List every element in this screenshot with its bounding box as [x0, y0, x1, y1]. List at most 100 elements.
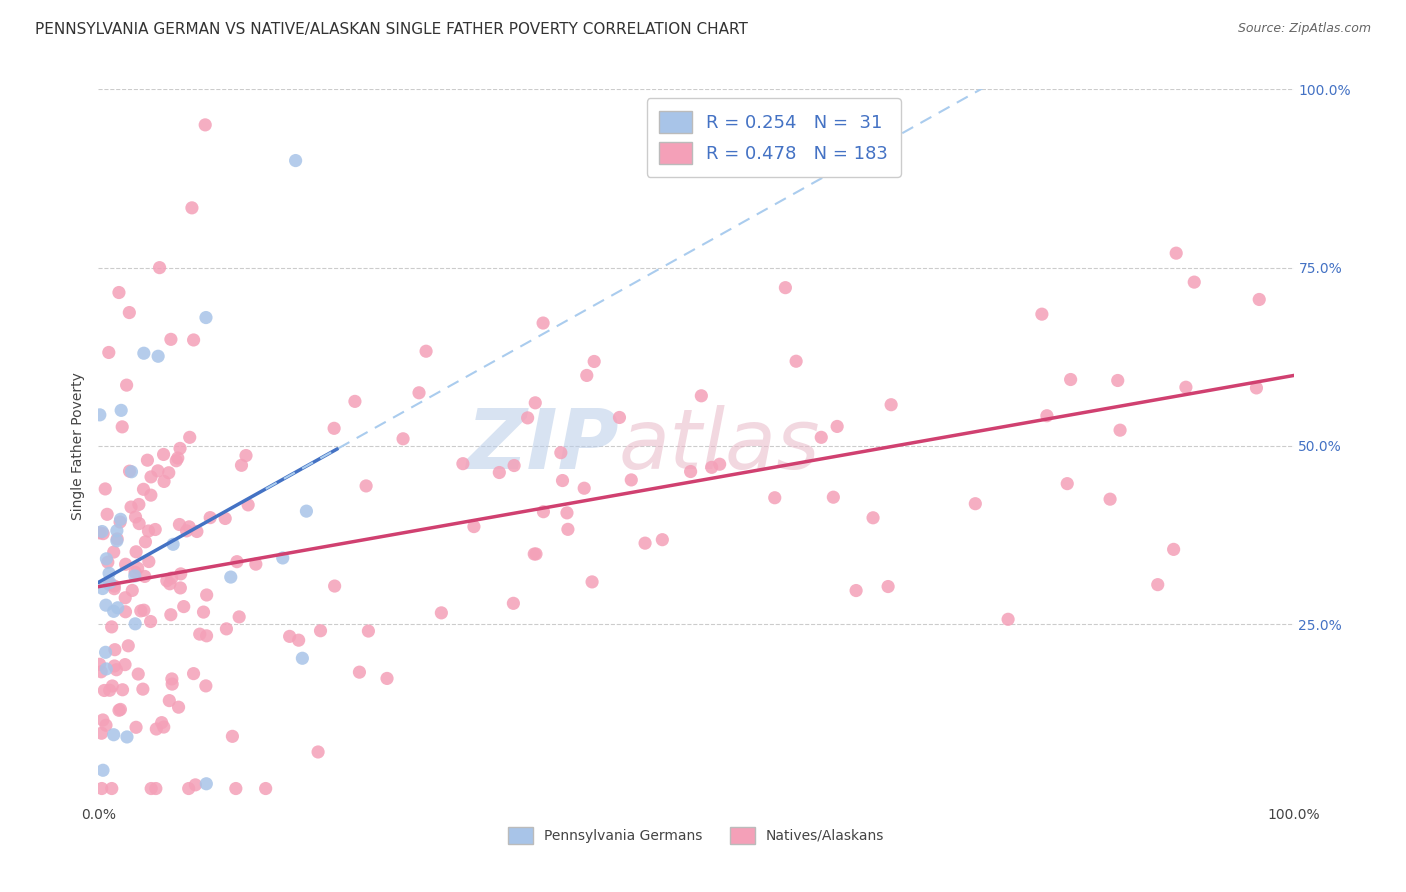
Point	[125, 545, 148, 559]
Point	[132, 483, 155, 497]
Point	[169, 517, 191, 532]
Point	[103, 582, 125, 596]
Point	[291, 651, 314, 665]
Point	[111, 420, 134, 434]
Point	[877, 580, 900, 594]
Point	[132, 603, 155, 617]
Point	[1059, 372, 1081, 386]
Point	[188, 627, 211, 641]
Point	[145, 781, 167, 796]
Point	[225, 781, 247, 796]
Point	[392, 432, 415, 446]
Point	[575, 368, 598, 383]
Point	[114, 657, 136, 672]
Point	[91, 713, 114, 727]
Point	[139, 488, 162, 502]
Point	[98, 577, 121, 591]
Point	[463, 519, 485, 533]
Point	[183, 666, 205, 681]
Point	[89, 525, 111, 540]
Point	[89, 408, 111, 422]
Point	[609, 410, 631, 425]
Point	[574, 481, 596, 495]
Point	[357, 624, 380, 638]
Point	[690, 389, 713, 403]
Point	[110, 702, 132, 716]
Point	[181, 201, 204, 215]
Point	[219, 570, 242, 584]
Point	[98, 575, 121, 590]
Point	[231, 458, 253, 473]
Point	[160, 672, 183, 686]
Point	[1163, 542, 1185, 557]
Point	[97, 345, 120, 359]
Point	[101, 679, 124, 693]
Point	[98, 566, 121, 581]
Point	[862, 510, 884, 524]
Point	[965, 497, 987, 511]
Point	[309, 624, 332, 638]
Point	[323, 421, 346, 435]
Point	[179, 520, 201, 534]
Point	[173, 599, 195, 614]
Point	[134, 534, 156, 549]
Point	[823, 490, 845, 504]
Point	[287, 633, 309, 648]
Point	[634, 536, 657, 550]
Point	[96, 508, 118, 522]
Point	[810, 430, 832, 444]
Point	[103, 728, 125, 742]
Point	[1056, 476, 1078, 491]
Point	[103, 545, 125, 559]
Point	[100, 781, 122, 796]
Point	[555, 506, 578, 520]
Point	[115, 730, 138, 744]
Point	[430, 606, 453, 620]
Point	[125, 720, 148, 734]
Point	[128, 516, 150, 531]
Point	[98, 683, 121, 698]
Point	[124, 616, 146, 631]
Point	[550, 446, 572, 460]
Point	[138, 524, 160, 538]
Point	[129, 604, 152, 618]
Point	[134, 569, 156, 583]
Point	[107, 600, 129, 615]
Point	[111, 682, 134, 697]
Point	[214, 511, 236, 525]
Point	[139, 470, 162, 484]
Point	[138, 555, 160, 569]
Point	[94, 645, 117, 659]
Point	[278, 629, 301, 643]
Point	[96, 662, 118, 676]
Point	[108, 515, 131, 529]
Point	[96, 551, 118, 566]
Point	[186, 524, 208, 539]
Legend: Pennsylvania Germans, Natives/Alaskans: Pennsylvania Germans, Natives/Alaskans	[502, 822, 890, 849]
Point	[91, 764, 114, 778]
Point	[557, 522, 579, 536]
Point	[845, 583, 868, 598]
Point	[709, 457, 731, 471]
Point	[195, 588, 218, 602]
Point	[152, 720, 174, 734]
Point	[349, 665, 371, 680]
Point	[132, 346, 155, 360]
Point	[651, 533, 673, 547]
Point	[169, 442, 191, 456]
Point	[284, 153, 307, 168]
Point	[516, 410, 538, 425]
Point	[103, 604, 125, 618]
Point	[120, 500, 142, 514]
Point	[166, 450, 188, 465]
Point	[1182, 275, 1205, 289]
Point	[1174, 380, 1197, 394]
Point	[825, 419, 848, 434]
Point	[108, 285, 131, 300]
Point	[167, 700, 190, 714]
Point	[408, 385, 430, 400]
Point	[91, 526, 114, 541]
Point	[105, 524, 128, 538]
Point	[162, 537, 184, 551]
Point	[763, 491, 786, 505]
